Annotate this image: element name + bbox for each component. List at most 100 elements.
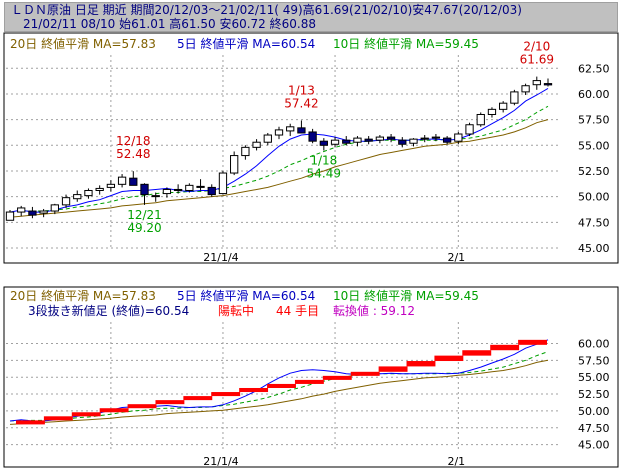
annotation-date: 1/18 <box>310 154 337 168</box>
new-price-brick <box>211 392 241 397</box>
new-price-brick <box>183 396 213 401</box>
candle-body <box>319 140 328 146</box>
candle-body <box>409 138 418 144</box>
candle-body <box>286 126 295 132</box>
candle-body <box>375 136 385 141</box>
candle-body <box>521 85 530 93</box>
lower-grid: 60.00 57.50 55.00 52.50 50.00 47.50 45.00 21/1/… <box>6 322 610 468</box>
candle-body <box>5 211 15 221</box>
candle-body <box>442 137 452 143</box>
new-price-brick <box>239 387 269 393</box>
new-price-brick <box>406 361 436 367</box>
lower-info-switch: 転換値 : 59.12 <box>333 303 415 318</box>
candle-body <box>84 189 93 197</box>
y-tick-label: 57.50 <box>578 114 610 127</box>
y-tick-label: 50.00 <box>578 405 610 418</box>
new-price-brick <box>71 412 101 417</box>
candle-body <box>230 155 239 174</box>
candle-body <box>487 108 497 115</box>
upper-panel <box>3 32 619 264</box>
y-tick-label: 50.00 <box>578 191 610 204</box>
new-price-brick <box>322 375 352 380</box>
candle-body <box>117 176 127 185</box>
legend-ma5: 5日 終値平滑 MA=60.54 <box>177 36 315 51</box>
new-price-brick <box>350 371 380 376</box>
candle-body <box>499 102 508 110</box>
candle-body <box>510 91 519 104</box>
chart-header: ＬＤＮ原油 日足 期近 期間20/12/03～21/02/11( 49)高61.… <box>4 2 618 32</box>
candle-body <box>61 197 71 206</box>
candle-body <box>151 195 160 198</box>
candle-body <box>386 136 396 140</box>
y-tick-label: 60.00 <box>578 337 610 350</box>
y-tick-label: 47.50 <box>578 422 610 435</box>
x-tick-label: 21/1/4 <box>203 455 238 468</box>
candle-body <box>330 139 340 145</box>
candle-body <box>364 138 373 142</box>
candle-body <box>95 187 104 191</box>
candle-body <box>297 127 306 134</box>
candle-body <box>185 184 194 191</box>
candle-body <box>39 210 48 214</box>
header-line-1: ＬＤＮ原油 日足 期近 期間20/12/03～21/02/11( 49)高61.… <box>11 3 522 17</box>
upper-grid: 62.50 60.00 57.50 55.00 52.50 50.00 47.50 45.00… <box>6 55 610 264</box>
candle-body <box>50 204 59 212</box>
lower-legend-ma20: 20日 終値平滑 MA=57.83 <box>10 288 156 303</box>
candle-body <box>431 136 441 139</box>
candle-body <box>274 129 284 136</box>
candle-body <box>28 210 37 216</box>
y-tick-label: 60.00 <box>578 88 610 101</box>
new-price-brick <box>294 379 324 384</box>
annotation-date: 12/18 <box>116 134 151 148</box>
y-tick-label: 62.50 <box>578 62 610 75</box>
x-tick-label: 2/1 <box>447 455 465 468</box>
candle-body <box>263 134 272 143</box>
candle-body <box>353 137 362 143</box>
y-tick-label: 52.50 <box>578 388 610 401</box>
upper-marks <box>5 76 553 221</box>
annotation-date: 1/13 <box>288 83 315 97</box>
new-price-brick <box>16 420 45 425</box>
lower-info-trend: 陽転中 <box>218 303 254 318</box>
new-price-brick <box>127 404 157 409</box>
y-tick-label: 45.00 <box>578 242 610 255</box>
annotation-date: 2/10 <box>523 40 550 54</box>
lower-legend-ma5: 5日 終値平滑 MA=60.54 <box>177 288 315 303</box>
candle-body <box>129 177 138 186</box>
new-price-brick <box>518 339 547 345</box>
candle-body <box>454 133 463 142</box>
lower-info-title: 3段抜き新値足 (終値)=60.54 <box>28 303 189 318</box>
annotation-value: 54.49 <box>307 167 341 181</box>
candle-body <box>308 131 317 142</box>
candle-body <box>252 141 261 148</box>
candle-body <box>140 183 149 196</box>
lower-info-count: 44 手目 <box>276 304 319 318</box>
lower-legend-ma10: 10日 終値平滑 MA=59.45 <box>333 288 479 303</box>
candle-body <box>532 80 541 86</box>
new-price-brick <box>462 350 492 356</box>
new-price-brick <box>490 344 520 351</box>
lower-marks <box>9 339 549 425</box>
annotation-value: 52.48 <box>116 147 150 161</box>
candle-body <box>543 83 553 86</box>
candle-body <box>241 146 250 157</box>
legend-ma10: 10日 終値平滑 MA=59.45 <box>333 36 479 51</box>
new-price-brick <box>434 355 464 362</box>
candle-body <box>207 186 216 196</box>
new-price-brick <box>378 366 408 372</box>
candle-body <box>17 207 26 213</box>
candle-body <box>398 139 407 145</box>
x-tick-label: 2/1 <box>447 251 465 264</box>
candle-body <box>196 185 205 188</box>
candle-body <box>73 194 82 200</box>
y-tick-label: 55.00 <box>578 371 610 384</box>
header-line-2: 21/02/11 08/10 始61.01 高61.50 安60.72 終60.… <box>23 17 316 31</box>
annotation-value: 61.69 <box>520 53 554 67</box>
x-tick-label: 21/1/4 <box>203 251 238 264</box>
annotation-value: 49.20 <box>127 221 161 235</box>
y-tick-label: 55.00 <box>578 139 610 152</box>
candle-body <box>218 172 228 195</box>
candle-body <box>162 188 172 195</box>
